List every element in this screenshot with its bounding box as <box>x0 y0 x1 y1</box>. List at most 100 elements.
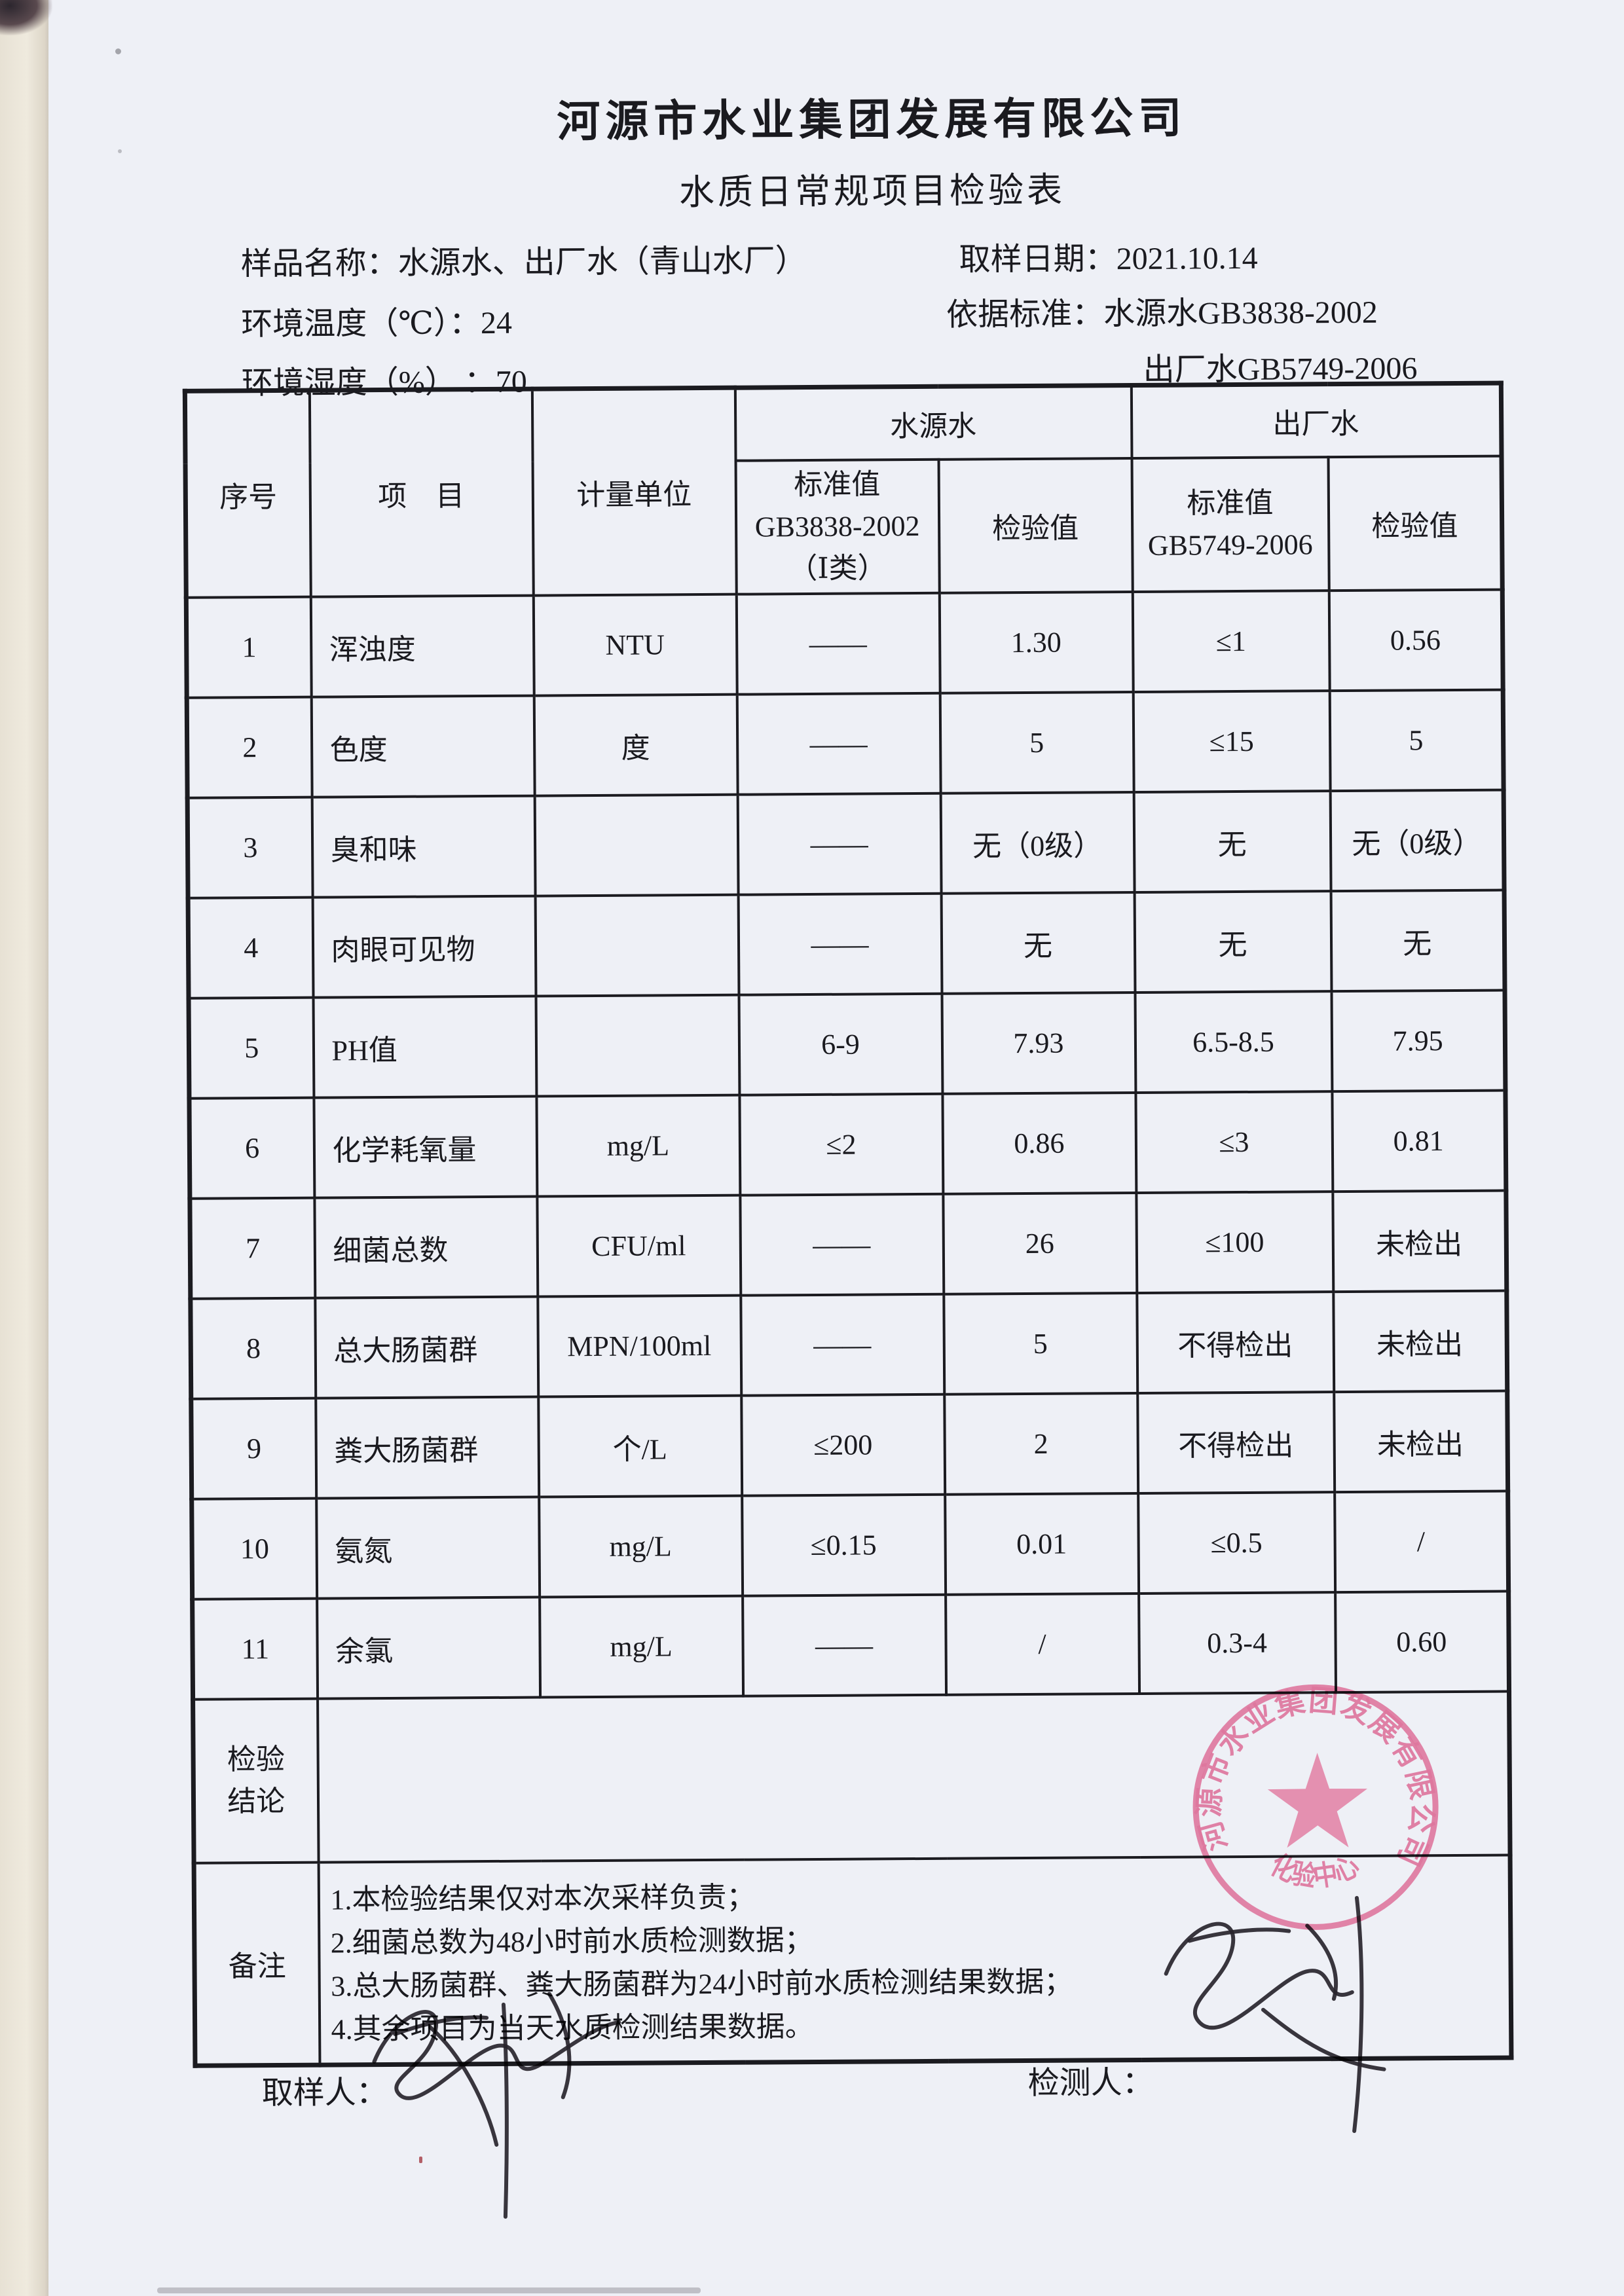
cell-no: 9 <box>191 1398 316 1499</box>
sampling-date-line: 取样日期：2021.10.14 <box>959 232 1257 280</box>
env-temp-line: 环境温度（℃）：24 <box>241 297 512 344</box>
cell-source-value: 7.93 <box>942 992 1135 1094</box>
sample-name-line: 样品名称：水源水、出厂水（青山水厂） <box>240 234 807 283</box>
cell-unit: MPN/100ml <box>537 1295 741 1397</box>
standard-label: 依据标准： <box>946 297 1104 333</box>
cell-unit <box>536 994 739 1097</box>
cell-source-standard: —— <box>738 893 942 995</box>
cell-source-value: 1.30 <box>939 591 1134 693</box>
cell-unit <box>535 894 739 996</box>
scan-corner-smudge <box>0 0 52 35</box>
header-source-standard: 标准值 GB3838-2002 （Ⅰ类） <box>735 459 940 594</box>
cell-unit: CFU/ml <box>536 1195 741 1297</box>
cell-source-value: 0.86 <box>942 1092 1136 1194</box>
cell-outgoing-standard: 无 <box>1134 891 1331 993</box>
cell-outgoing-standard: 不得检出 <box>1136 1292 1334 1393</box>
stamp-star-icon <box>1267 1753 1368 1848</box>
env-temp-value: 24 <box>480 305 513 341</box>
scan-speck <box>115 48 121 54</box>
company-title: 河源市水业集团发展有限公司 <box>557 94 1187 147</box>
scan-speck <box>419 2157 422 2163</box>
header-col-unit: 计量单位 <box>532 388 737 596</box>
header-col-no: 序号 <box>185 390 311 598</box>
cell-source-standard: —— <box>737 793 942 895</box>
sampling-date-value: 2021.10.14 <box>1116 240 1258 277</box>
header-col-item: 项 目 <box>309 389 534 597</box>
cell-outgoing-standard: 无 <box>1134 791 1331 892</box>
table-row: 1 浑浊度 NTU —— 1.30 ≤1 0.56 <box>186 589 1504 698</box>
cell-outgoing-value: 无（0级） <box>1330 790 1505 892</box>
cell-source-value: 无（0级） <box>940 792 1135 894</box>
tester-signature <box>1164 1895 1386 2133</box>
stamp-ring <box>1192 1684 1439 1930</box>
cell-outgoing-value: 0.81 <box>1331 1090 1506 1192</box>
cell-no: 8 <box>190 1298 316 1399</box>
cell-no: 7 <box>189 1197 315 1299</box>
cell-outgoing-standard: ≤100 <box>1135 1192 1333 1293</box>
cell-item: 浑浊度 <box>310 595 534 697</box>
cell-outgoing-standard: 不得检出 <box>1137 1392 1335 1493</box>
header-group-source-water: 水源水 <box>735 385 1132 461</box>
cell-source-standard: ≤200 <box>741 1394 945 1496</box>
cell-no: 10 <box>191 1498 317 1599</box>
sampler-signature <box>372 1992 621 2219</box>
scan-edge-strip <box>0 0 48 2296</box>
header-group-outgoing-water: 出厂水 <box>1131 383 1502 459</box>
cell-unit: 个/L <box>538 1395 742 1497</box>
cell-unit: mg/L <box>536 1095 740 1197</box>
conclusion-label: 检验 结论 <box>193 1698 319 1863</box>
cell-outgoing-value: 无 <box>1331 890 1505 992</box>
cell-outgoing-standard: ≤1 <box>1132 591 1330 692</box>
cell-unit: NTU <box>533 594 737 696</box>
cell-item: 化学耗氧量 <box>313 1096 537 1198</box>
cell-source-standard: —— <box>740 1294 944 1396</box>
report-title: 水质日常规项目检验表 <box>678 170 1066 213</box>
cell-source-standard: ≤0.15 <box>741 1494 946 1596</box>
table-row: 6 化学耗氧量 mg/L ≤2 0.86 ≤3 0.81 <box>189 1090 1506 1199</box>
cell-item: 肉眼可见物 <box>312 896 536 998</box>
cell-source-value: 5 <box>943 1292 1137 1394</box>
cell-item: 粪大肠菌群 <box>315 1396 539 1499</box>
cell-item: 总大肠菌群 <box>314 1296 538 1398</box>
cell-source-standard: —— <box>736 592 940 695</box>
cell-item: 色度 <box>311 695 535 797</box>
header-outgoing-value: 检验值 <box>1328 456 1503 591</box>
cell-no: 1 <box>186 596 312 698</box>
cell-outgoing-standard: ≤15 <box>1133 691 1331 792</box>
cell-unit: mg/L <box>539 1595 743 1698</box>
header-outgoing-standard: 标准值 GB5749-2006 <box>1132 457 1329 592</box>
cell-no: 2 <box>187 697 312 798</box>
scan-speck <box>118 149 122 153</box>
table-row: 9 粪大肠菌群 个/L ≤200 2 不得检出 未检出 <box>191 1391 1508 1499</box>
scan-bottom-edge <box>157 2287 701 2293</box>
remarks-label: 备注 <box>194 1862 320 2066</box>
cell-no: 11 <box>192 1598 318 1700</box>
cell-outgoing-standard: ≤0.5 <box>1137 1492 1335 1594</box>
cell-outgoing-value: 未检出 <box>1333 1391 1508 1493</box>
cell-source-standard: —— <box>737 693 941 795</box>
cell-source-standard: —— <box>739 1194 944 1296</box>
cell-unit: mg/L <box>538 1495 743 1597</box>
cell-no: 6 <box>189 1097 314 1199</box>
header-source-value: 检验值 <box>938 458 1133 593</box>
cell-source-standard: 6-9 <box>739 993 942 1095</box>
cell-source-value: / <box>945 1593 1139 1695</box>
cell-item: 细菌总数 <box>314 1196 538 1298</box>
cell-outgoing-value: 未检出 <box>1332 1190 1507 1292</box>
cell-source-standard: ≤2 <box>739 1093 943 1195</box>
table-row: 4 肉眼可见物 —— 无 无 无 <box>188 890 1505 998</box>
cell-outgoing-value: 7.95 <box>1331 990 1505 1092</box>
standard-line: 依据标准：水源水GB3838-2002 <box>946 286 1378 335</box>
env-temp-label: 环境温度（℃）： <box>241 306 481 342</box>
sampling-date-label: 取样日期： <box>959 242 1116 278</box>
cell-source-value: 5 <box>940 691 1134 793</box>
cell-item: 臭和味 <box>312 795 536 898</box>
cell-item: 余氯 <box>316 1597 540 1699</box>
table-row: 2 色度 度 —— 5 ≤15 5 <box>187 689 1504 798</box>
table-row: 8 总大肠菌群 MPN/100ml —— 5 不得检出 未检出 <box>190 1290 1507 1399</box>
table-row: 3 臭和味 —— 无（0级） 无 无（0级） <box>187 790 1505 898</box>
standard-source-value: 水源水GB3838-2002 <box>1103 295 1378 332</box>
cell-outgoing-standard: ≤3 <box>1135 1091 1333 1193</box>
table-row: 7 细菌总数 CFU/ml —— 26 ≤100 未检出 <box>189 1190 1507 1299</box>
